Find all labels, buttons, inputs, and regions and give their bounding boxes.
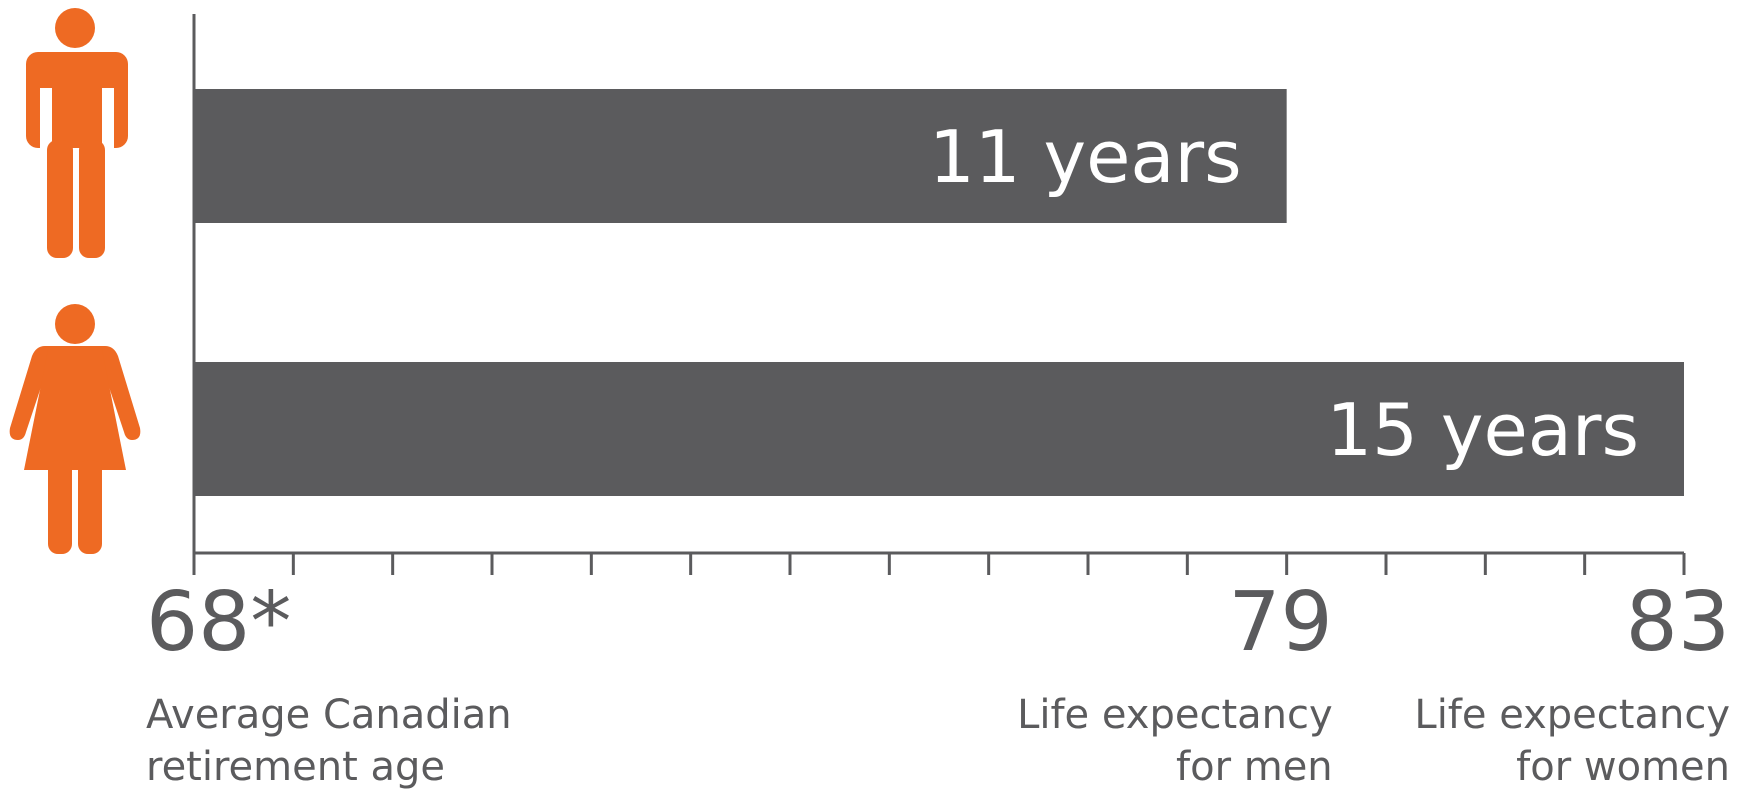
man-gap [102,88,114,158]
x-tick-label: 79 [1228,575,1332,670]
icons [9,8,141,554]
woman-arms [9,346,141,440]
annotation: for men [1176,744,1333,790]
bar [194,89,1287,223]
annotation: retirement age [146,744,445,790]
annotation: Life expectancy [1017,692,1333,738]
x-tick-label: 68* [146,575,291,670]
bar [194,362,1684,496]
man-leg [79,140,105,258]
annotation: Life expectancy [1414,692,1730,738]
woman-leg [48,460,72,554]
annotation: for women [1516,744,1730,790]
woman-head [55,304,95,344]
value-label: 15 years [1326,388,1639,472]
x-tick-label: 83 [1626,575,1730,670]
annotation: Average Canadian [146,692,512,738]
value-label: 11 years [929,115,1242,199]
man-head [55,8,95,48]
woman-leg [78,460,102,554]
man-gap [40,88,52,158]
man-leg [47,140,73,258]
woman-dress [24,350,126,470]
